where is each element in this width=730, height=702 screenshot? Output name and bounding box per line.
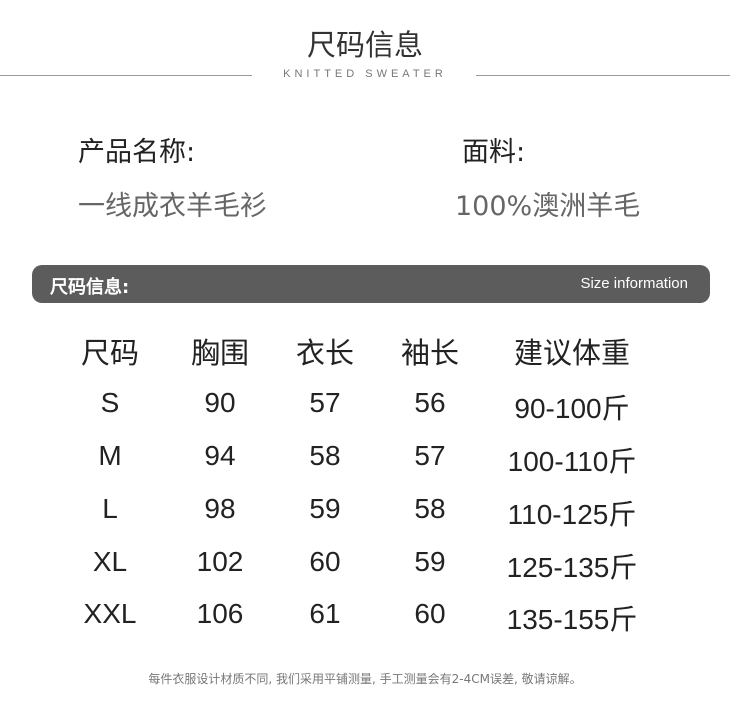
table-cell: 60	[414, 598, 446, 629]
table-cell: S	[100, 387, 120, 418]
section-bar-title: 尺码信息:	[50, 277, 130, 298]
table-cell: 102	[196, 546, 244, 577]
table-cell: 135-155斤	[506, 604, 638, 635]
material-value: 100%澳洲羊毛	[455, 191, 641, 222]
table-cell: 61	[309, 598, 341, 629]
table-cell: 58	[414, 493, 446, 524]
table-cell: XL	[92, 546, 128, 577]
subtitle: KNITTED SWEATER	[283, 68, 447, 80]
table-cell: 59	[414, 546, 446, 577]
table-cell: L	[102, 493, 118, 524]
table-header: 建议体重	[513, 338, 631, 370]
table-cell: 58	[309, 440, 341, 471]
divider-left	[0, 75, 252, 76]
page-title: 尺码信息	[306, 28, 423, 62]
divider-right	[476, 75, 730, 76]
table-cell: 100-110斤	[507, 446, 637, 477]
table-cell: 57	[309, 387, 341, 418]
table-header: 衣长	[295, 338, 355, 370]
table-header: 胸围	[190, 338, 250, 370]
table-cell: 98	[204, 493, 236, 524]
table-cell: 56	[414, 387, 446, 418]
table-cell: 90	[204, 387, 236, 418]
table-cell: 90-100斤	[514, 393, 630, 424]
table-header: 尺码	[80, 338, 140, 370]
table-cell: 59	[309, 493, 341, 524]
table-cell: M	[98, 440, 122, 471]
section-bar-subtitle: Size information	[580, 275, 688, 292]
footer-note: 每件衣服设计材质不同, 我们采用平铺测量, 手工测量会有2-4CM误差, 敬请谅…	[148, 672, 582, 686]
table-header: 袖长	[400, 338, 460, 370]
table-cell: 94	[204, 440, 236, 471]
table-cell: 106	[196, 598, 244, 629]
section-bar: 尺码信息: Size information	[32, 265, 710, 303]
table-cell: 57	[414, 440, 446, 471]
table-cell: 110-125斤	[507, 499, 637, 530]
product-name-label: 产品名称:	[78, 137, 196, 168]
product-name-value: 一线成衣羊毛衫	[78, 191, 267, 222]
table-cell: 125-135斤	[506, 552, 638, 583]
material-label: 面料:	[462, 137, 526, 168]
table-cell: 60	[309, 546, 341, 577]
table-cell: XXL	[83, 598, 137, 629]
